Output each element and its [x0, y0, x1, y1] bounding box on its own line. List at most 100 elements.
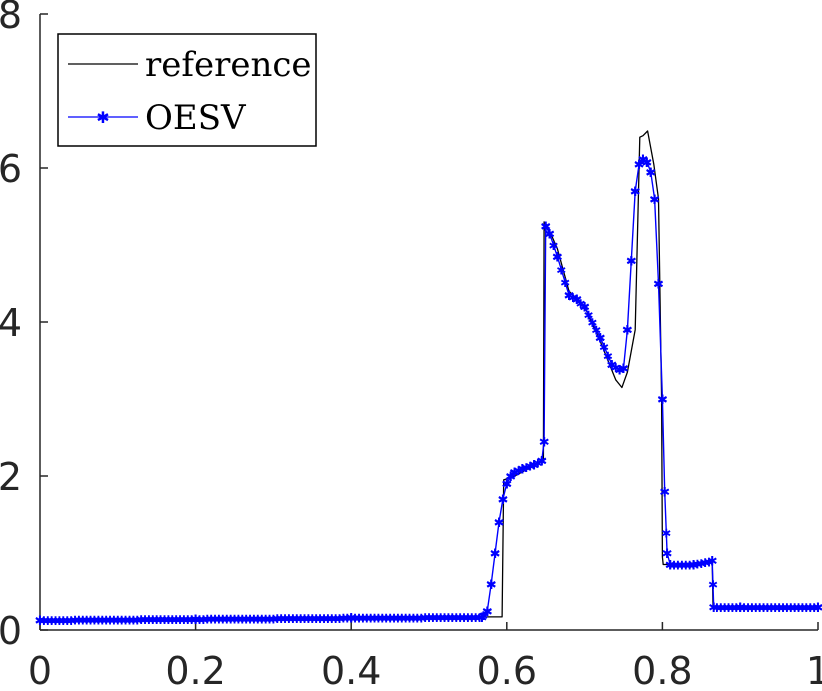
oesv-marker: ✱ [132, 613, 142, 627]
oesv-marker: ✱ [128, 613, 138, 627]
legend-oesv-label: OESV [145, 98, 247, 138]
oesv-marker: ✱ [51, 614, 61, 628]
legend-box [57, 33, 317, 147]
oesv-marker: ✱ [471, 611, 481, 625]
oesv-marker: ✱ [175, 613, 185, 627]
oesv-point: ✱ [505, 470, 516, 485]
oesv-marker: ✱ [373, 612, 383, 626]
oesv-marker: ✱ [716, 601, 726, 615]
oesv-marker: ✱ [603, 349, 613, 363]
oesv-point: ✱ [614, 364, 625, 379]
oesv-point: ✱ [630, 185, 641, 200]
oesv-marker: ✱ [218, 613, 228, 627]
oesv-marker: ✱ [552, 251, 562, 265]
oesv-marker: ✱ [424, 611, 434, 625]
oesv-point: ✱ [618, 362, 629, 377]
oesv-marker: ✱ [140, 613, 150, 627]
oesv-marker: ✱ [685, 559, 695, 573]
oesv-marker: ✱ [307, 612, 317, 626]
oesv-point: ✱ [571, 293, 582, 308]
y-tick-label: 8 [0, 0, 22, 37]
oesv-marker: ✱ [510, 466, 520, 480]
oesv-marker: ✱ [595, 331, 605, 345]
oesv-marker: ✱ [537, 455, 547, 469]
oesv-marker: ✱ [591, 324, 601, 338]
oesv-marker: ✱ [70, 614, 80, 628]
oesv-marker: ✱ [599, 340, 609, 354]
oesv-marker: ✱ [665, 559, 675, 573]
oesv-marker: ✱ [712, 601, 722, 615]
oesv-point: ✱ [529, 458, 540, 473]
oesv-marker: ✱ [762, 601, 772, 615]
oesv-point: ✱ [622, 324, 633, 339]
oesv-point: ✱ [735, 601, 746, 616]
oesv-marker: ✱ [152, 613, 162, 627]
oesv-marker: ✱ [261, 612, 271, 626]
oesv-point: ✱ [707, 555, 718, 570]
oesv-point: ✱ [662, 547, 673, 562]
oesv-marker: ✱ [755, 601, 765, 615]
oesv-marker: ✱ [401, 611, 411, 625]
oesv-marker: ✱ [117, 613, 127, 627]
oesv-marker: ✱ [556, 263, 566, 277]
oesv-marker: ✱ [206, 613, 216, 627]
oesv-marker: ✱ [331, 612, 341, 626]
oesv-marker: ✱ [813, 601, 822, 615]
oesv-point: ✱ [606, 358, 617, 373]
oesv-marker: ✱ [299, 612, 309, 626]
oesv-marker: ✱ [366, 612, 376, 626]
oesv-marker: ✱ [720, 601, 730, 615]
oesv-marker: ✱ [587, 316, 597, 330]
oesv-marker: ✱ [735, 601, 745, 615]
oesv-point: ✱ [346, 612, 357, 627]
oesv-point: ✱ [649, 193, 660, 208]
oesv-marker: ✱ [163, 613, 173, 627]
oesv-marker: ✱ [568, 291, 578, 305]
oesv-marker: ✱ [634, 158, 644, 172]
oesv-marker: ✱ [198, 613, 208, 627]
oesv-marker: ✱ [144, 613, 154, 627]
oesv-marker: ✱ [580, 301, 590, 315]
oesv-marker: ✱ [245, 612, 255, 626]
oesv-marker: ✱ [622, 324, 632, 338]
oesv-point: ✱ [708, 601, 719, 616]
x-tick-label: 0.2 [165, 649, 225, 691]
oesv-marker: ✱ [148, 613, 158, 627]
oesv-point: ✱ [476, 611, 487, 626]
oesv-marker: ✱ [459, 611, 469, 625]
oesv-marker: ✱ [187, 613, 197, 627]
oesv-point: ✱ [501, 478, 512, 493]
oesv-marker: ✱ [447, 611, 457, 625]
oesv-marker: ✱ [739, 601, 749, 615]
oesv-marker: ✱ [416, 611, 426, 625]
oesv-marker: ✱ [124, 613, 134, 627]
oesv-point: ✱ [657, 393, 668, 408]
oesv-marker: ✱ [805, 601, 815, 615]
oesv-marker: ✱ [101, 613, 111, 627]
oesv-marker: ✱ [809, 601, 819, 615]
oesv-marker: ✱ [517, 462, 527, 476]
oesv-marker: ✱ [564, 289, 574, 303]
oesv-marker: ✱ [482, 605, 492, 619]
oesv-marker: ✱ [171, 613, 181, 627]
oesv-marker: ✱ [89, 614, 99, 628]
oesv-marker: ✱ [272, 612, 282, 626]
oesv-marker: ✱ [253, 612, 263, 626]
oesv-marker: ✱ [97, 614, 107, 628]
oesv-marker: ✱ [43, 614, 53, 628]
oesv-marker: ✱ [74, 614, 84, 628]
oesv-point: ✱ [813, 601, 822, 616]
y-ticks: 0 2 4 6 8 [0, 0, 48, 653]
oesv-point: ✱ [665, 559, 676, 574]
oesv-marker: ✱ [786, 601, 796, 615]
oesv-marker: ✱ [615, 364, 625, 378]
oesv-point: ✱ [653, 278, 664, 293]
oesv-marker: ✱ [782, 601, 792, 615]
oesv-marker: ✱ [179, 613, 189, 627]
oesv-marker: ✱ [611, 361, 621, 375]
oesv-marker: ✱ [226, 613, 236, 627]
oesv-marker: ✱ [229, 613, 239, 627]
oesv-marker: ✱ [778, 601, 788, 615]
oesv-marker: ✱ [319, 612, 329, 626]
oesv-marker: ✱ [650, 193, 660, 207]
